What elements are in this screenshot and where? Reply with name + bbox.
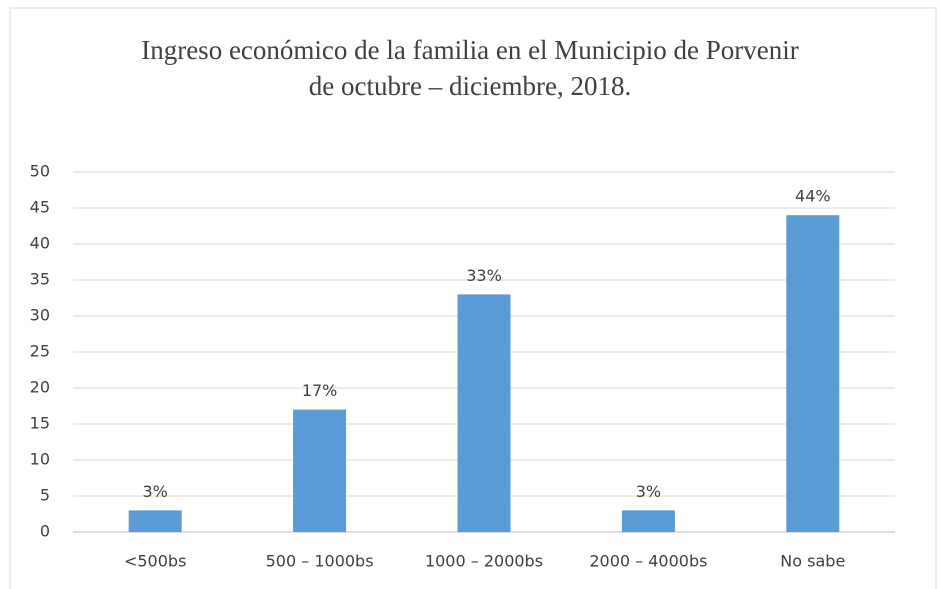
bar — [621, 510, 675, 532]
bar — [128, 510, 182, 532]
data-label: 44% — [795, 187, 831, 206]
data-label: 3% — [636, 482, 661, 501]
y-tick-label: 20 — [30, 378, 50, 397]
y-tick-label: 35 — [30, 270, 50, 289]
y-tick-label: 25 — [30, 342, 50, 361]
bar — [293, 409, 347, 532]
y-tick-label: 0 — [40, 522, 50, 541]
y-tick-label: 50 — [30, 162, 50, 181]
y-tick-label: 5 — [40, 486, 50, 505]
data-label: 3% — [143, 482, 168, 501]
y-tick-label: 40 — [30, 234, 50, 253]
x-tick-label: <500bs — [124, 552, 186, 571]
y-tick-label: 10 — [30, 450, 50, 469]
y-tick-label: 45 — [30, 198, 50, 217]
x-tick-label: No sabe — [780, 552, 845, 571]
x-tick-label: 500 – 1000bs — [266, 552, 374, 571]
x-tick-label: 2000 – 4000bs — [589, 552, 707, 571]
chart-title: Ingreso económico de la familia en el Mu… — [141, 35, 799, 101]
x-tick-label: 1000 – 2000bs — [425, 552, 543, 571]
data-label: 17% — [302, 381, 338, 400]
y-tick-label: 30 — [30, 306, 50, 325]
bar — [457, 294, 511, 532]
bar — [786, 215, 840, 532]
data-label: 33% — [466, 266, 502, 285]
y-tick-label: 15 — [30, 414, 50, 433]
